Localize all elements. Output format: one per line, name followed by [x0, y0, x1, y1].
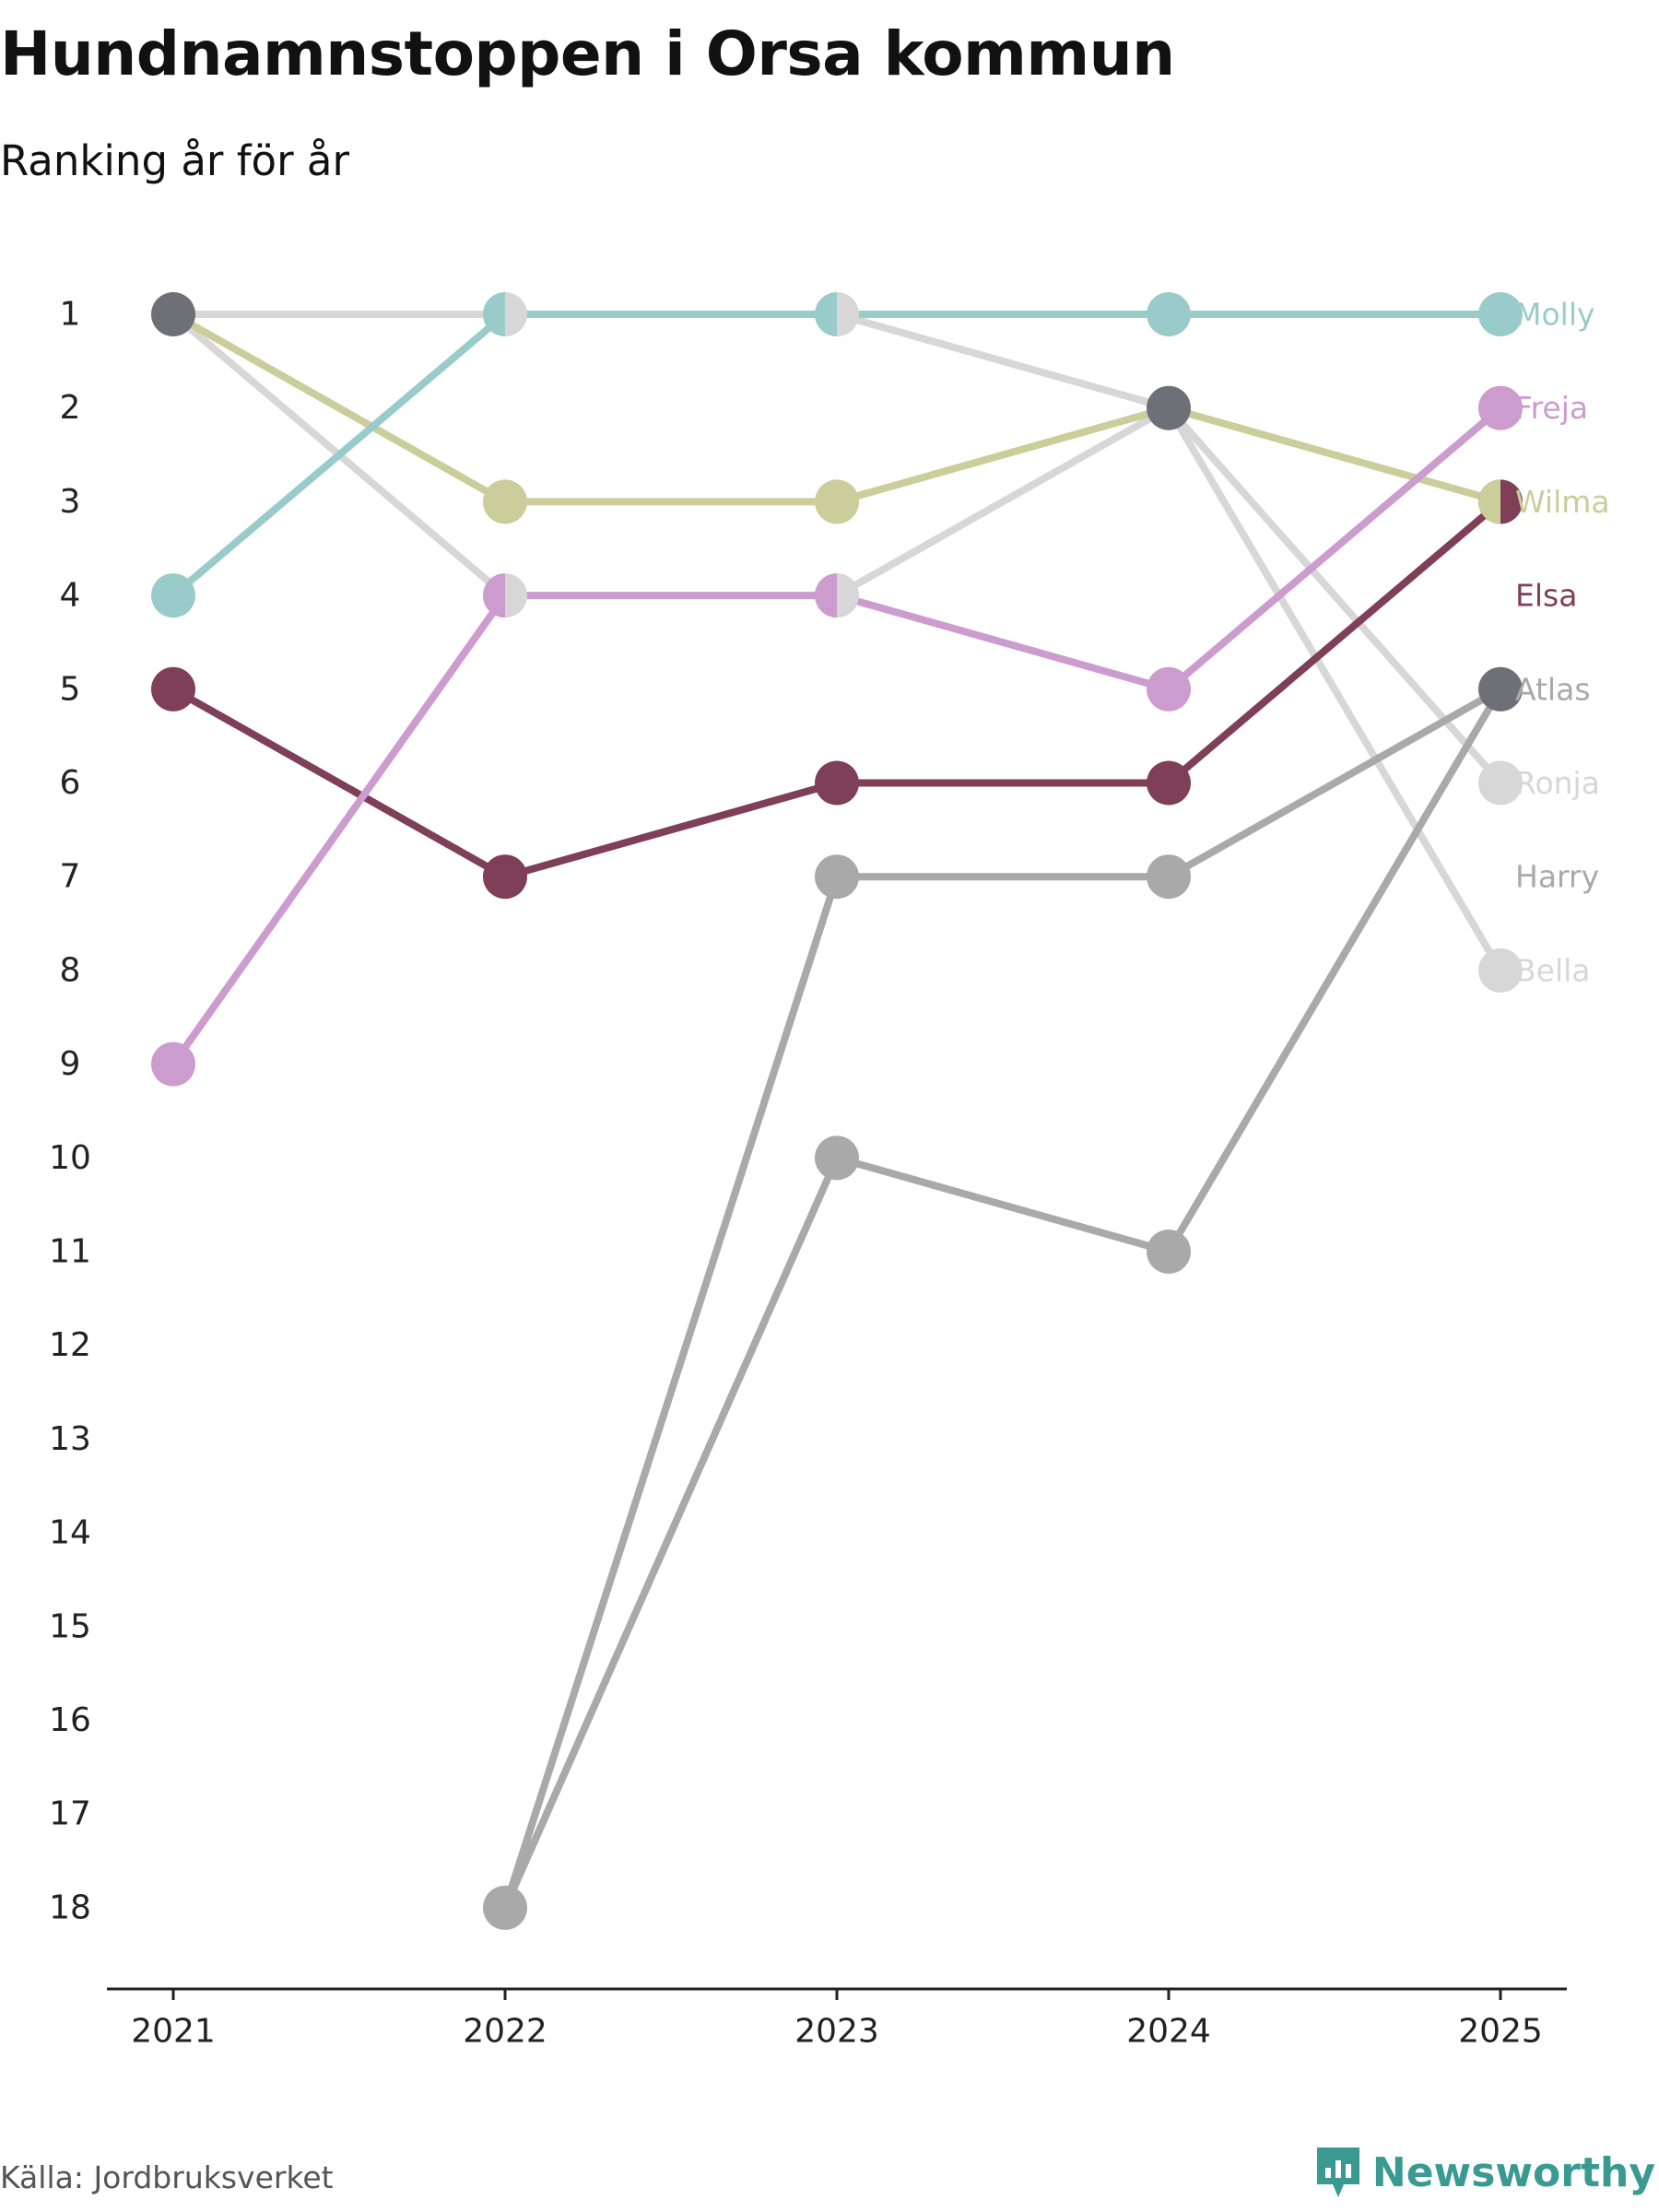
chart-title: Hundnamnstoppen i Orsa kommun: [0, 18, 1175, 89]
end-label-molly: Molly: [1515, 297, 1595, 333]
y-tick-label: 6: [60, 764, 81, 802]
data-point-harry: [1147, 854, 1191, 900]
y-tick-label: 3: [60, 483, 81, 521]
end-label-harry: Harry: [1515, 859, 1599, 895]
data-point-split-half: [483, 292, 505, 336]
data-point-ronja: [1478, 760, 1523, 806]
data-point-elsa: [1147, 760, 1191, 806]
data-point-freja: [151, 1041, 195, 1087]
data-point-freja: [1147, 666, 1191, 712]
y-tick-label: 1: [60, 296, 81, 334]
series-line-wilma: [170, 311, 1504, 506]
data-point-wilma: [815, 479, 859, 524]
y-tick-label: 4: [60, 577, 81, 615]
data-point-atlas: [815, 1135, 859, 1181]
end-label-ronja: Ronja: [1515, 765, 1600, 801]
y-tick-label: 9: [60, 1045, 81, 1083]
end-label-elsa: Elsa: [1515, 578, 1577, 614]
y-tick-label: 11: [49, 1233, 91, 1271]
series-line-harry: [501, 685, 1504, 1912]
y-tick-label: 8: [60, 951, 81, 989]
chart-subtitle: Ranking år för år: [0, 136, 349, 185]
data-point-molly: [151, 573, 195, 618]
x-axis: 2021 2022 2023 2024 2025: [107, 1987, 1567, 2051]
data-point-harry: [483, 1885, 527, 1930]
data-point-harry: [815, 854, 859, 900]
series-points: [151, 292, 1523, 1930]
data-point-elsa: [815, 760, 859, 806]
end-label-freja: Freja: [1515, 390, 1588, 426]
y-tick-label: 12: [49, 1326, 91, 1364]
data-point-shared: [151, 292, 195, 336]
newsworthy-logo-icon: [1316, 2147, 1359, 2197]
data-point-shared: [1147, 385, 1191, 430]
x-tick-label: 2024: [1126, 2013, 1211, 2051]
y-tick-label: 2: [60, 389, 81, 427]
y-tick-label: 18: [49, 1888, 91, 1926]
data-point-elsa: [483, 854, 527, 900]
brand: Newsworthy: [1313, 2144, 1655, 2201]
source-note: Källa: Jordbruksverket: [0, 2159, 334, 2195]
data-point-split-half: [483, 573, 505, 618]
y-tick-label: 14: [49, 1514, 91, 1552]
data-point-elsa: [151, 666, 195, 712]
y-tick-label: 5: [60, 670, 81, 708]
data-point-molly: [1478, 292, 1523, 336]
data-point-split-half: [815, 292, 837, 336]
data-point-wilma: [483, 479, 527, 524]
data-point-freja: [1478, 385, 1523, 430]
y-tick-label: 17: [49, 1795, 91, 1833]
data-point-shared: [1478, 666, 1523, 712]
y-tick-label: 16: [49, 1701, 91, 1739]
x-tick-label: 2021: [131, 2013, 216, 2051]
end-label-bella: Bella: [1515, 952, 1591, 988]
x-tick-label: 2022: [463, 2013, 547, 2051]
series-line-ronja: [170, 311, 1504, 787]
x-tick-label: 2025: [1458, 2013, 1543, 2051]
end-label-atlas: Atlas: [1515, 671, 1591, 707]
end-label-wilma: Wilma: [1515, 484, 1610, 520]
series-lines: [170, 311, 1504, 1912]
y-tick-label: 15: [49, 1607, 91, 1645]
y-tick-label: 10: [49, 1139, 91, 1177]
x-tick-label: 2023: [794, 2013, 879, 2051]
brand-name: Newsworthy: [1371, 2148, 1655, 2196]
y-tick-label: 7: [60, 858, 81, 896]
series-line-atlas: [501, 685, 1504, 1912]
data-point-split-half: [1478, 479, 1500, 524]
data-point-molly: [1147, 292, 1191, 336]
data-point-atlas: [1147, 1230, 1191, 1274]
data-point-split-half: [815, 573, 837, 618]
end-labels: Molly Freja Wilma Elsa Atlas Ronja Harry Bella: [1515, 297, 1610, 989]
y-tick-label: 13: [49, 1420, 91, 1458]
data-point-bella: [1478, 947, 1523, 993]
